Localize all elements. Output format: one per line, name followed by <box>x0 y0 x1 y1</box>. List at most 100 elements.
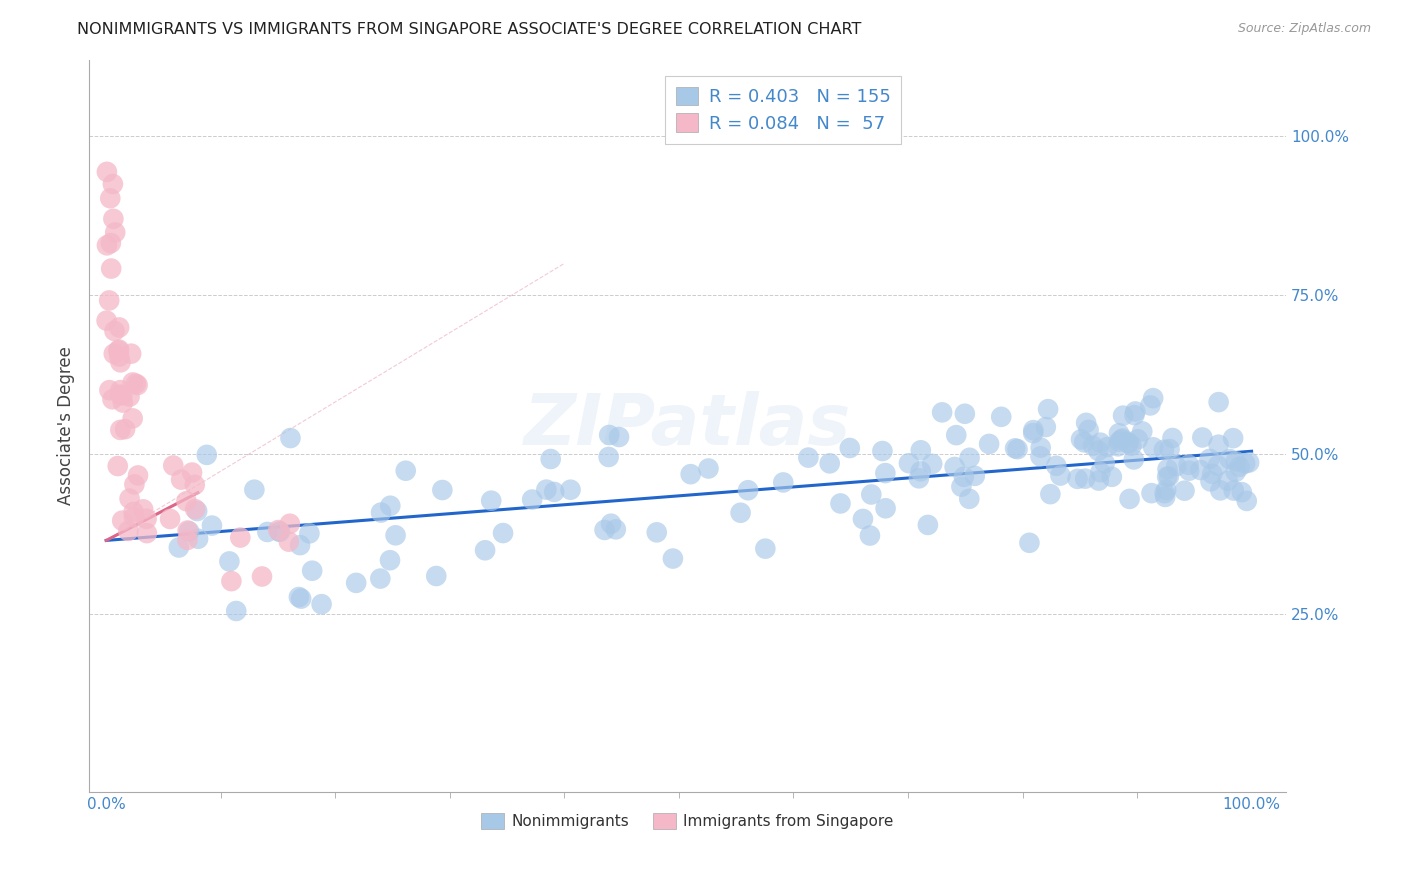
Point <box>256 524 278 539</box>
Point <box>104 226 127 240</box>
Point <box>1049 468 1071 483</box>
Point <box>370 506 392 520</box>
Point <box>1045 458 1067 473</box>
Point <box>1122 452 1144 467</box>
Point <box>872 444 894 458</box>
Point <box>1208 438 1230 452</box>
Point <box>1234 457 1257 471</box>
Point <box>852 512 875 526</box>
Point <box>1222 483 1244 498</box>
Point <box>957 491 980 506</box>
Point <box>1173 483 1195 498</box>
Point <box>1066 472 1088 486</box>
Point <box>122 505 145 519</box>
Point <box>176 533 198 547</box>
Point <box>1074 472 1097 486</box>
Point <box>269 524 291 539</box>
Point <box>1029 450 1052 464</box>
Y-axis label: Associate's Degree: Associate's Degree <box>58 346 75 505</box>
Point <box>1142 391 1164 405</box>
Point <box>1029 441 1052 455</box>
Point <box>1157 469 1180 483</box>
Point <box>108 387 131 401</box>
Point <box>645 525 668 540</box>
Point <box>838 441 860 455</box>
Point <box>288 590 311 604</box>
Point <box>859 528 882 542</box>
Point <box>118 390 141 404</box>
Point <box>1166 459 1188 474</box>
Point <box>118 491 141 506</box>
Point <box>1070 433 1092 447</box>
Point <box>124 477 146 491</box>
Legend: Nonimmigrants, Immigrants from Singapore: Nonimmigrants, Immigrants from Singapore <box>475 807 900 836</box>
Point <box>121 411 143 425</box>
Point <box>96 313 118 327</box>
Point <box>98 293 121 308</box>
Point <box>277 534 299 549</box>
Point <box>135 526 157 541</box>
Point <box>536 483 558 497</box>
Point <box>1209 483 1232 498</box>
Point <box>1074 416 1097 430</box>
Point <box>269 524 291 539</box>
Point <box>100 261 122 276</box>
Point <box>1206 458 1229 473</box>
Point <box>1156 469 1178 483</box>
Point <box>1090 435 1112 450</box>
Point <box>378 553 401 567</box>
Point <box>121 376 143 390</box>
Point <box>1140 486 1163 500</box>
Point <box>1121 439 1143 453</box>
Point <box>479 493 502 508</box>
Point <box>250 569 273 583</box>
Point <box>127 378 149 392</box>
Point <box>1225 454 1247 468</box>
Point <box>100 236 122 251</box>
Text: Source: ZipAtlas.com: Source: ZipAtlas.com <box>1237 22 1371 36</box>
Point <box>754 541 776 556</box>
Point <box>1036 402 1059 417</box>
Point <box>875 466 897 480</box>
Point <box>1225 465 1247 479</box>
Point <box>135 512 157 526</box>
Point <box>1139 398 1161 412</box>
Point <box>187 532 209 546</box>
Point <box>697 461 720 475</box>
Point <box>111 388 134 402</box>
Point <box>1090 465 1112 479</box>
Point <box>179 524 201 539</box>
Point <box>1094 456 1116 470</box>
Point <box>598 450 620 464</box>
Point <box>1153 486 1175 500</box>
Point <box>950 480 973 494</box>
Point <box>1230 485 1253 500</box>
Point <box>910 443 932 458</box>
Point <box>162 458 184 473</box>
Point <box>990 409 1012 424</box>
Point <box>598 428 620 442</box>
Point <box>120 346 142 360</box>
Point <box>1035 420 1057 434</box>
Point <box>1154 483 1177 497</box>
Point <box>98 191 121 205</box>
Point <box>186 504 208 518</box>
Point <box>311 597 333 611</box>
Point <box>103 347 125 361</box>
Point <box>679 467 702 482</box>
Point <box>111 514 134 528</box>
Point <box>344 575 367 590</box>
Point <box>797 450 820 465</box>
Point <box>931 405 953 419</box>
Point <box>181 466 204 480</box>
Point <box>1108 426 1130 441</box>
Point <box>1108 434 1130 449</box>
Point <box>1236 494 1258 508</box>
Point <box>110 355 132 369</box>
Point <box>201 518 224 533</box>
Point <box>170 473 193 487</box>
Point <box>122 510 145 524</box>
Point <box>110 383 132 397</box>
Point <box>897 456 920 470</box>
Point <box>107 458 129 473</box>
